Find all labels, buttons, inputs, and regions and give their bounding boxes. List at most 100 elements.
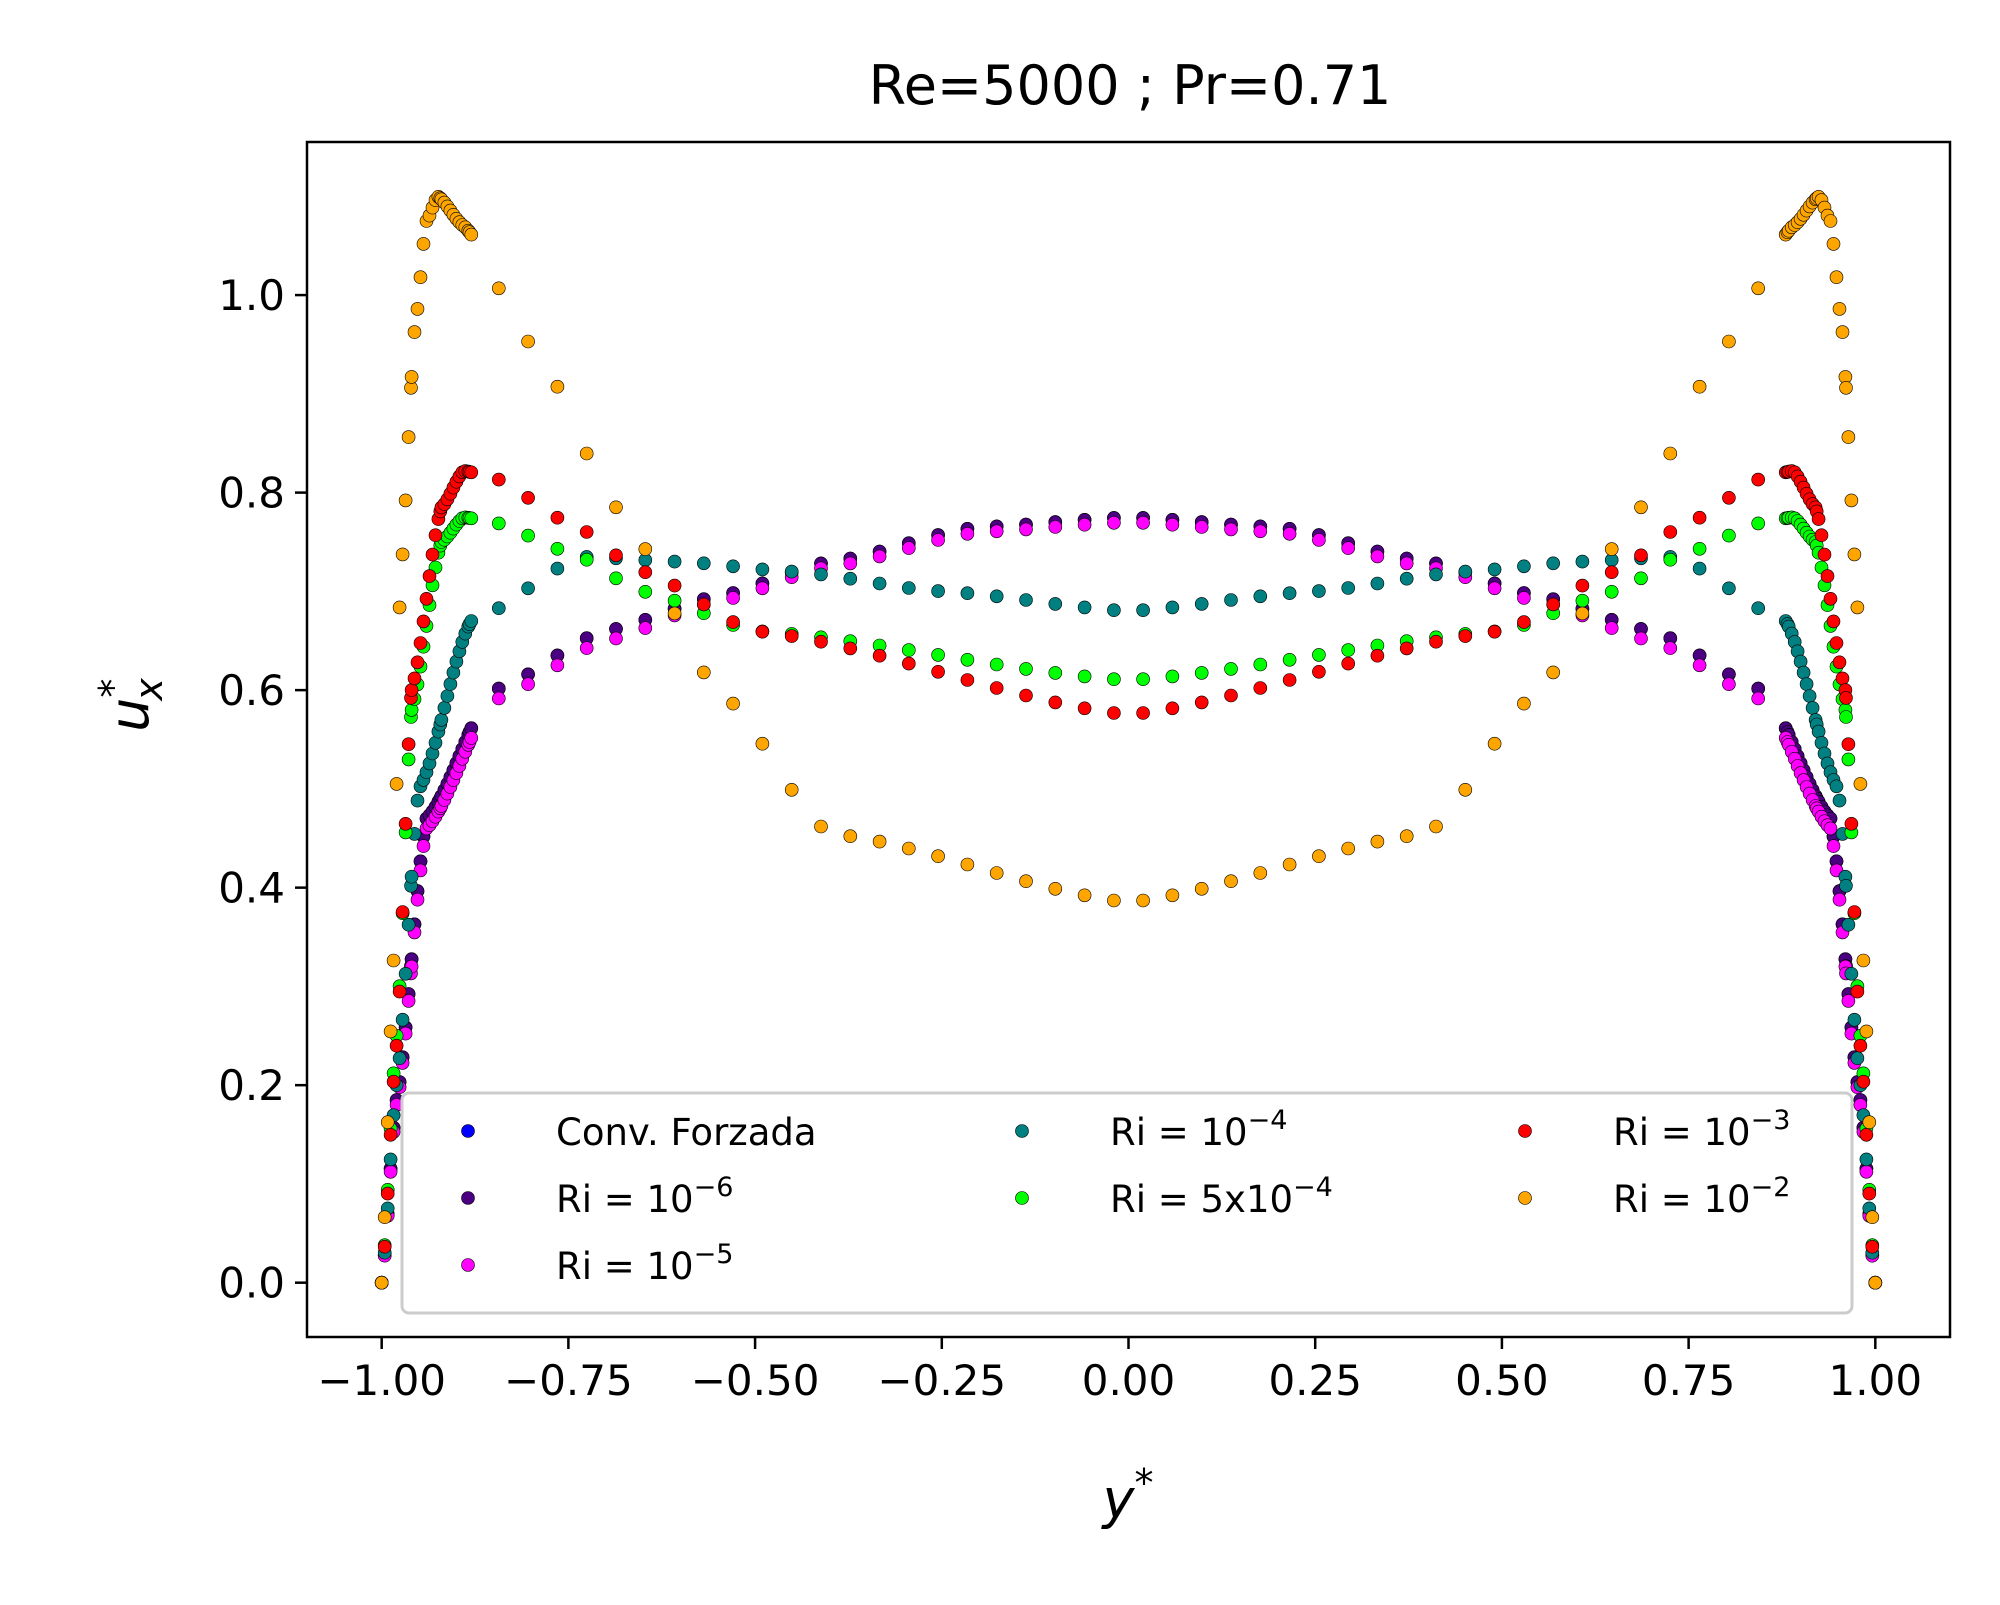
data-point — [843, 571, 858, 586]
data-point — [1429, 634, 1443, 649]
data-point — [464, 614, 479, 628]
data-point — [1634, 548, 1648, 563]
x-axis-ticks: −1.00 −0.75 −0.50 −0.25 0.00 0.25 0.50 0.75 1.00 — [317, 1337, 1922, 1405]
data-point — [1341, 541, 1355, 555]
data-point — [1692, 379, 1707, 394]
data-point — [398, 966, 413, 981]
data-point — [1862, 1186, 1877, 1201]
data-point — [383, 1024, 398, 1039]
data-point — [579, 446, 594, 461]
data-point — [1839, 691, 1853, 705]
data-point — [401, 430, 416, 444]
data-point — [1048, 597, 1063, 611]
data-point — [395, 547, 410, 562]
legend-marker — [1518, 1191, 1532, 1205]
data-point — [464, 465, 479, 480]
data-point — [1077, 600, 1092, 615]
x-axis-label-base: y — [1101, 1468, 1136, 1531]
data-point — [1751, 472, 1765, 487]
data-point — [383, 1152, 398, 1167]
data-point — [1796, 665, 1811, 680]
data-point — [1859, 1152, 1874, 1167]
plot-area — [305, 140, 1952, 1339]
data-point — [1546, 597, 1560, 612]
data-point — [380, 1186, 395, 1201]
data-point — [1019, 662, 1033, 676]
data-point — [1487, 624, 1502, 639]
data-point — [1370, 576, 1385, 591]
data-point — [1517, 559, 1531, 574]
data-point — [392, 984, 407, 999]
data-point — [1517, 615, 1531, 629]
data-point — [1832, 892, 1847, 907]
data-point — [1832, 302, 1847, 316]
data-point — [1282, 526, 1297, 541]
legend-label: Ri = 10−4 — [1110, 1105, 1287, 1154]
data-point — [638, 565, 653, 580]
data-point — [491, 601, 506, 616]
data-point — [1844, 966, 1859, 981]
data-point — [1253, 681, 1268, 695]
y-axis-label-sub: x — [127, 678, 171, 702]
data-point — [395, 905, 410, 919]
legend-label: Conv. Forzada — [556, 1111, 817, 1154]
data-point — [1224, 662, 1238, 676]
data-point — [667, 606, 682, 621]
data-point — [1194, 695, 1209, 710]
data-point — [1107, 893, 1121, 908]
data-point — [931, 664, 945, 679]
data-point — [1194, 881, 1209, 896]
data-point — [1048, 881, 1063, 896]
data-point — [1253, 866, 1268, 880]
data-point — [428, 735, 443, 750]
data-point — [398, 816, 413, 831]
data-point — [1019, 593, 1033, 607]
data-point — [1823, 591, 1838, 606]
data-point — [428, 528, 443, 543]
data-point — [989, 657, 1004, 672]
data-point — [1751, 516, 1765, 531]
data-point — [814, 567, 828, 582]
data-point — [609, 500, 623, 515]
data-point — [440, 689, 455, 703]
data-point — [901, 581, 916, 595]
data-point — [1856, 953, 1871, 968]
data-point — [1194, 520, 1209, 534]
data-point — [579, 641, 594, 655]
data-point — [1811, 724, 1826, 739]
data-point — [1546, 665, 1560, 680]
data-point — [404, 683, 419, 697]
data-point — [416, 614, 431, 629]
data-point — [872, 576, 887, 591]
data-point — [872, 834, 887, 849]
data-point — [1832, 655, 1847, 670]
data-point — [1826, 237, 1841, 251]
data-point — [1165, 888, 1180, 903]
data-point — [1107, 672, 1121, 687]
data-point — [1850, 1051, 1865, 1065]
series-3 — [374, 550, 1883, 1290]
data-point — [1847, 905, 1862, 919]
data-point — [1136, 603, 1150, 618]
data-point — [1841, 994, 1856, 1008]
legend-marker — [1015, 1124, 1029, 1138]
legend-marker — [461, 1124, 475, 1138]
data-point — [1820, 569, 1835, 583]
x-tick-label: 0.50 — [1455, 1356, 1549, 1405]
y-axis-label-base: u — [98, 698, 161, 732]
data-point — [872, 549, 887, 564]
data-point — [1841, 737, 1856, 752]
data-point — [419, 591, 434, 606]
data-point — [374, 1275, 389, 1290]
data-point — [609, 631, 623, 646]
legend-marker — [1015, 1191, 1029, 1205]
data-point — [1692, 541, 1707, 556]
data-point — [1841, 917, 1856, 932]
y-tick-label: 0.4 — [218, 864, 285, 913]
x-tick-label: −0.75 — [504, 1356, 633, 1405]
data-point — [989, 524, 1004, 539]
data-point — [667, 578, 682, 593]
data-point — [410, 655, 425, 670]
data-point — [521, 581, 535, 596]
data-point — [667, 593, 682, 608]
